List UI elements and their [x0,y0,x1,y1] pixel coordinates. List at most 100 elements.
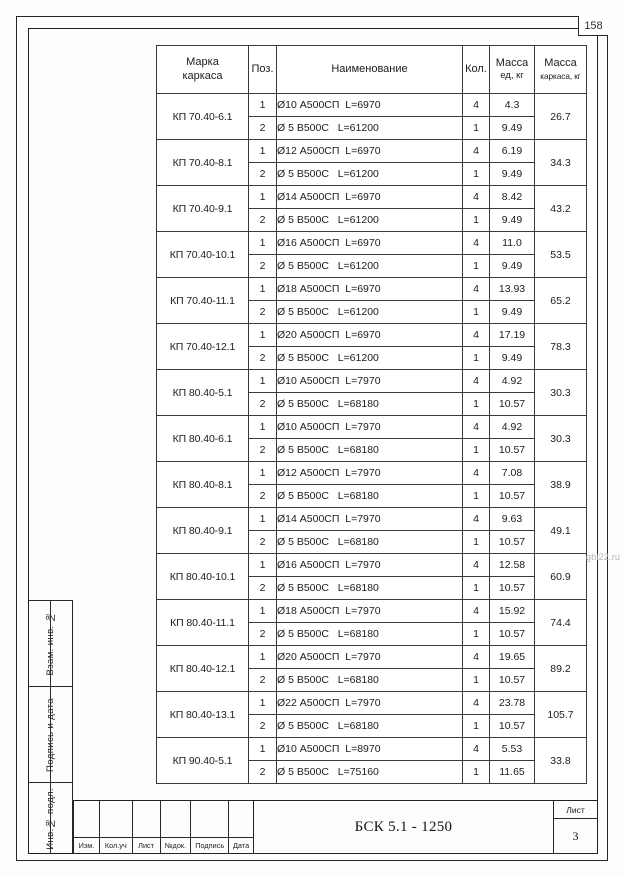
revision-grid: Изм. Кол.уч Лист №док. Подпись Дата [74,801,254,853]
cell-name: Ø16 А500СП L=6970 [276,231,463,255]
cell-pos: 1 [248,231,277,255]
cell-mark: КП 70.40-6.1 [156,93,249,140]
cell-pos: 2 [248,116,277,140]
cell-pos: 2 [248,668,277,692]
header-mass-unit: Масса ед, кг [489,45,535,94]
cell-pos: 2 [248,576,277,600]
cell-name: Ø14 А500СП L=7970 [276,507,463,531]
sheet-value: 3 [572,828,579,843]
cell-pos: 1 [248,139,277,163]
cell-name: Ø 5 В500С L=61200 [276,162,463,186]
cell-qty: 1 [462,254,490,278]
cell-qty: 1 [462,760,490,784]
cell-mass-unit: 4.92 [489,415,535,439]
cell-qty: 1 [462,392,490,416]
cell-pos: 2 [248,254,277,278]
cell-pos: 1 [248,461,277,485]
cell-mass-unit: 10.57 [489,438,535,462]
cell-name: Ø 5 В500С L=61200 [276,346,463,370]
cell-mass-unit: 9.49 [489,162,535,186]
cell-pos: 1 [248,185,277,209]
cell-qty: 4 [462,369,490,393]
cell-qty: 1 [462,576,490,600]
cell-pos: 2 [248,162,277,186]
cell-mass-unit: 4.3 [489,93,535,117]
cell-mass-frame: 105.7 [534,691,587,738]
cell-mass-unit: 4.92 [489,369,535,393]
cell-mass-unit: 15.92 [489,599,535,623]
cell-qty: 4 [462,139,490,163]
cell-name: Ø12 А500СП L=7970 [276,461,463,485]
cell-mass-frame: 43.2 [534,185,587,232]
cell-name: Ø 5 В500С L=61200 [276,254,463,278]
cell-name: Ø 5 В500С L=68180 [276,438,463,462]
cell-mass-frame: 33.8 [534,737,587,784]
cell-pos: 1 [248,599,277,623]
cell-mass-unit: 9.49 [489,116,535,140]
cell-mark: КП 80.40-6.1 [156,415,249,462]
cell-mass-unit: 9.63 [489,507,535,531]
cell-pos: 1 [248,553,277,577]
table-row: КП 80.40-6.1 1 Ø10 А500СП L=7970 4 4.92 30.3 [156,415,587,462]
specification-table: Марка каркаса Поз. Наименование Кол. Мас… [156,45,587,784]
cell-pos: 1 [248,415,277,439]
revision-blank-cell-5 [229,801,253,837]
title-block: Изм. Кол.уч Лист №док. Подпись Дата БСК … [73,800,598,854]
cell-mass-unit: 7.08 [489,461,535,485]
revision-blank-cell-2 [133,801,161,837]
revision-blank-cell-3 [161,801,192,837]
table-row: КП 80.40-13.1 1 Ø22 А500СП L=7970 4 23.78 105… [156,691,587,738]
cell-pos: 2 [248,484,277,508]
cell-pos: 2 [248,300,277,324]
revision-label-podpis: Подпись [191,838,230,853]
table-row: КП 80.40-5.1 1 Ø10 А500СП L=7970 4 4.92 30.3 [156,369,587,416]
cell-qty: 4 [462,691,490,715]
revision-blank-row [74,801,253,838]
cell-name: Ø 5 В500С L=68180 [276,576,463,600]
cell-mass-unit: 9.49 [489,208,535,232]
table-row: КП 80.40-8.1 1 Ø12 А500СП L=7970 4 7.08 38.9 [156,461,587,508]
cell-qty: 4 [462,185,490,209]
cell-qty: 1 [462,484,490,508]
cell-mass-frame: 34.3 [534,139,587,186]
cell-qty: 4 [462,461,490,485]
table-row: КП 70.40-6.1 1 Ø10 А500СП L=6970 4 4.3 26.7 [156,93,587,140]
cell-qty: 1 [462,714,490,738]
cell-name: Ø22 А500СП L=7970 [276,691,463,715]
cell-mass-frame: 89.2 [534,645,587,692]
cell-name: Ø 5 В500С L=68180 [276,668,463,692]
cell-name: Ø10 А500СП L=8970 [276,737,463,761]
cell-qty: 1 [462,208,490,232]
revision-label-izm: Изм. [74,838,100,853]
header-mass-unit-top: Масса [495,56,529,69]
revision-label-ndok: №док. [161,838,192,853]
cell-qty: 1 [462,162,490,186]
revision-label-row: Изм. Кол.уч Лист №док. Подпись Дата [74,838,253,853]
cell-mass-unit: 10.57 [489,392,535,416]
cell-qty: 1 [462,622,490,646]
sheet-box: Лист 3 [554,801,598,853]
table-row: КП 80.40-10.1 1 Ø16 А500СП L=7970 4 12.58 60.… [156,553,587,600]
cell-mass-unit: 10.57 [489,530,535,554]
cell-pos: 2 [248,530,277,554]
cell-qty: 1 [462,530,490,554]
revision-label-koluch: Кол.уч [100,838,133,853]
page-number-box: 158 [578,16,608,36]
table-header-row: Марка каркаса Поз. Наименование Кол. Мас… [156,45,587,94]
cell-mass-frame: 30.3 [534,415,587,462]
cell-pos: 2 [248,208,277,232]
header-name: Наименование [276,45,463,94]
table-row: КП 80.40-11.1 1 Ø18 А500СП L=7970 4 15.92 74.… [156,599,587,646]
cell-qty: 1 [462,438,490,462]
cell-name: Ø 5 В500С L=68180 [276,484,463,508]
cell-name: Ø14 А500СП L=6970 [276,185,463,209]
cell-mass-unit: 10.57 [489,484,535,508]
cell-qty: 4 [462,645,490,669]
cell-pos: 1 [248,645,277,669]
